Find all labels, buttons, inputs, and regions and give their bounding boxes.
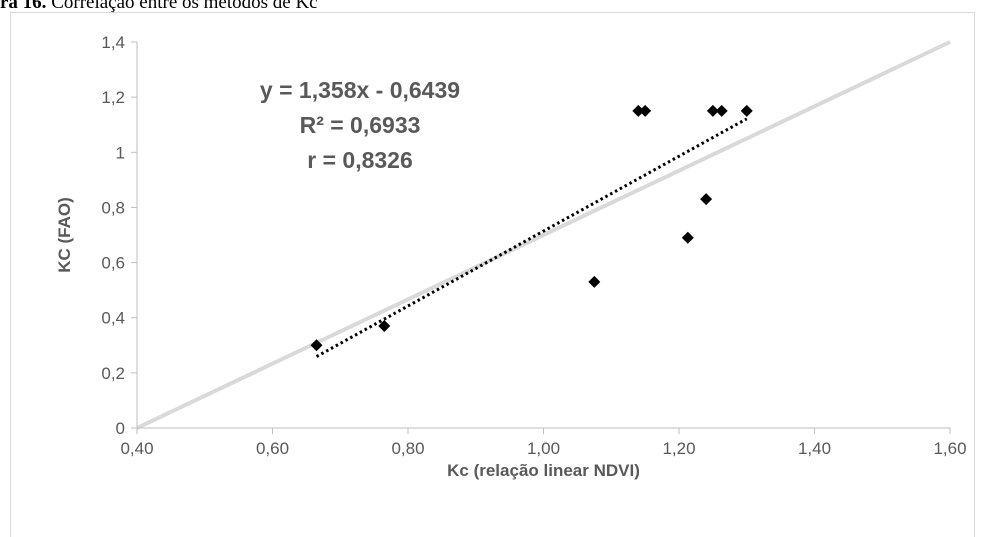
data-point [706,104,719,117]
axes [131,41,951,434]
x-tick-label: 1,60 [933,439,966,458]
correlation-label: r = 0,8326 [307,147,413,173]
data-point [632,104,645,117]
x-tick-label: 0,40 [120,439,153,458]
y-tick-label: 0,2 [101,364,125,383]
data-point [588,275,601,288]
x-axis-title: Kc (relação linear NDVI) [447,461,640,480]
y-tick-label: 0,6 [101,254,125,273]
x-tick-label: 0,60 [256,439,289,458]
y-tick-labels: 0 0,2 0,4 0,6 0,8 1 1,2 1,4 [101,33,125,438]
chart-frame [10,12,975,537]
y-axis-title: KC (FAO) [55,197,74,273]
data-point [378,319,391,332]
y-tick-label: 0 [116,419,125,438]
y-tick-label: 0,8 [101,198,125,217]
identity-line-layer [136,40,951,430]
x-tick-label: 1,00 [527,439,560,458]
data-point [639,104,652,117]
y-tick-label: 1,2 [101,88,125,107]
identity-line [136,40,951,430]
x-tick-label: 1,20 [662,439,695,458]
data-point [715,104,728,117]
figure-caption-text: Correlação entre os métodos de Kc [46,0,318,13]
y-tick-label: 1,4 [101,33,125,52]
x-tick-label: 1,40 [798,439,831,458]
figure-caption-number: ra 16. [0,0,47,13]
r-squared-label: R² = 0,6933 [300,112,421,138]
data-point [310,339,323,352]
x-tick-label: 0,80 [391,439,424,458]
data-points [310,104,753,352]
y-tick-label: 1 [116,143,125,162]
data-point [740,104,753,117]
y-tick-label: 0,4 [101,309,125,328]
figure-caption: ra 16. Correlação entre os métodos de Kc [0,0,318,15]
data-point [681,231,694,244]
data-point [700,193,713,206]
trendline-equation: y = 1,358x - 0,6439 [260,77,460,103]
x-tick-labels: 0,40 0,60 0,80 1,00 1,20 1,40 1,60 [120,439,966,458]
